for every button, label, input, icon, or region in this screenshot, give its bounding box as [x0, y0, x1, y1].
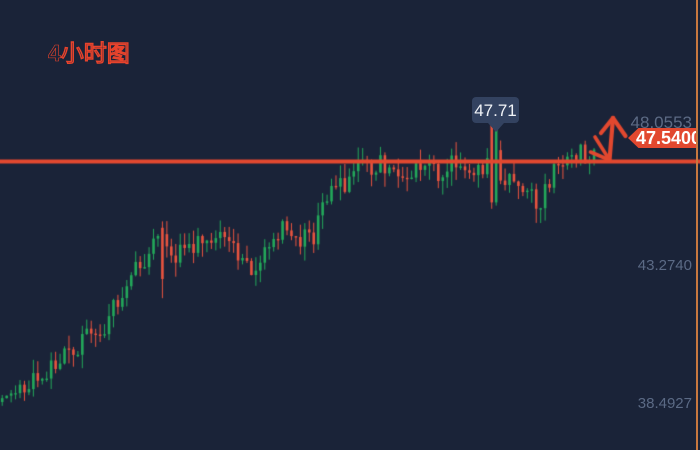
svg-text:4小时图: 4小时图: [48, 40, 130, 66]
